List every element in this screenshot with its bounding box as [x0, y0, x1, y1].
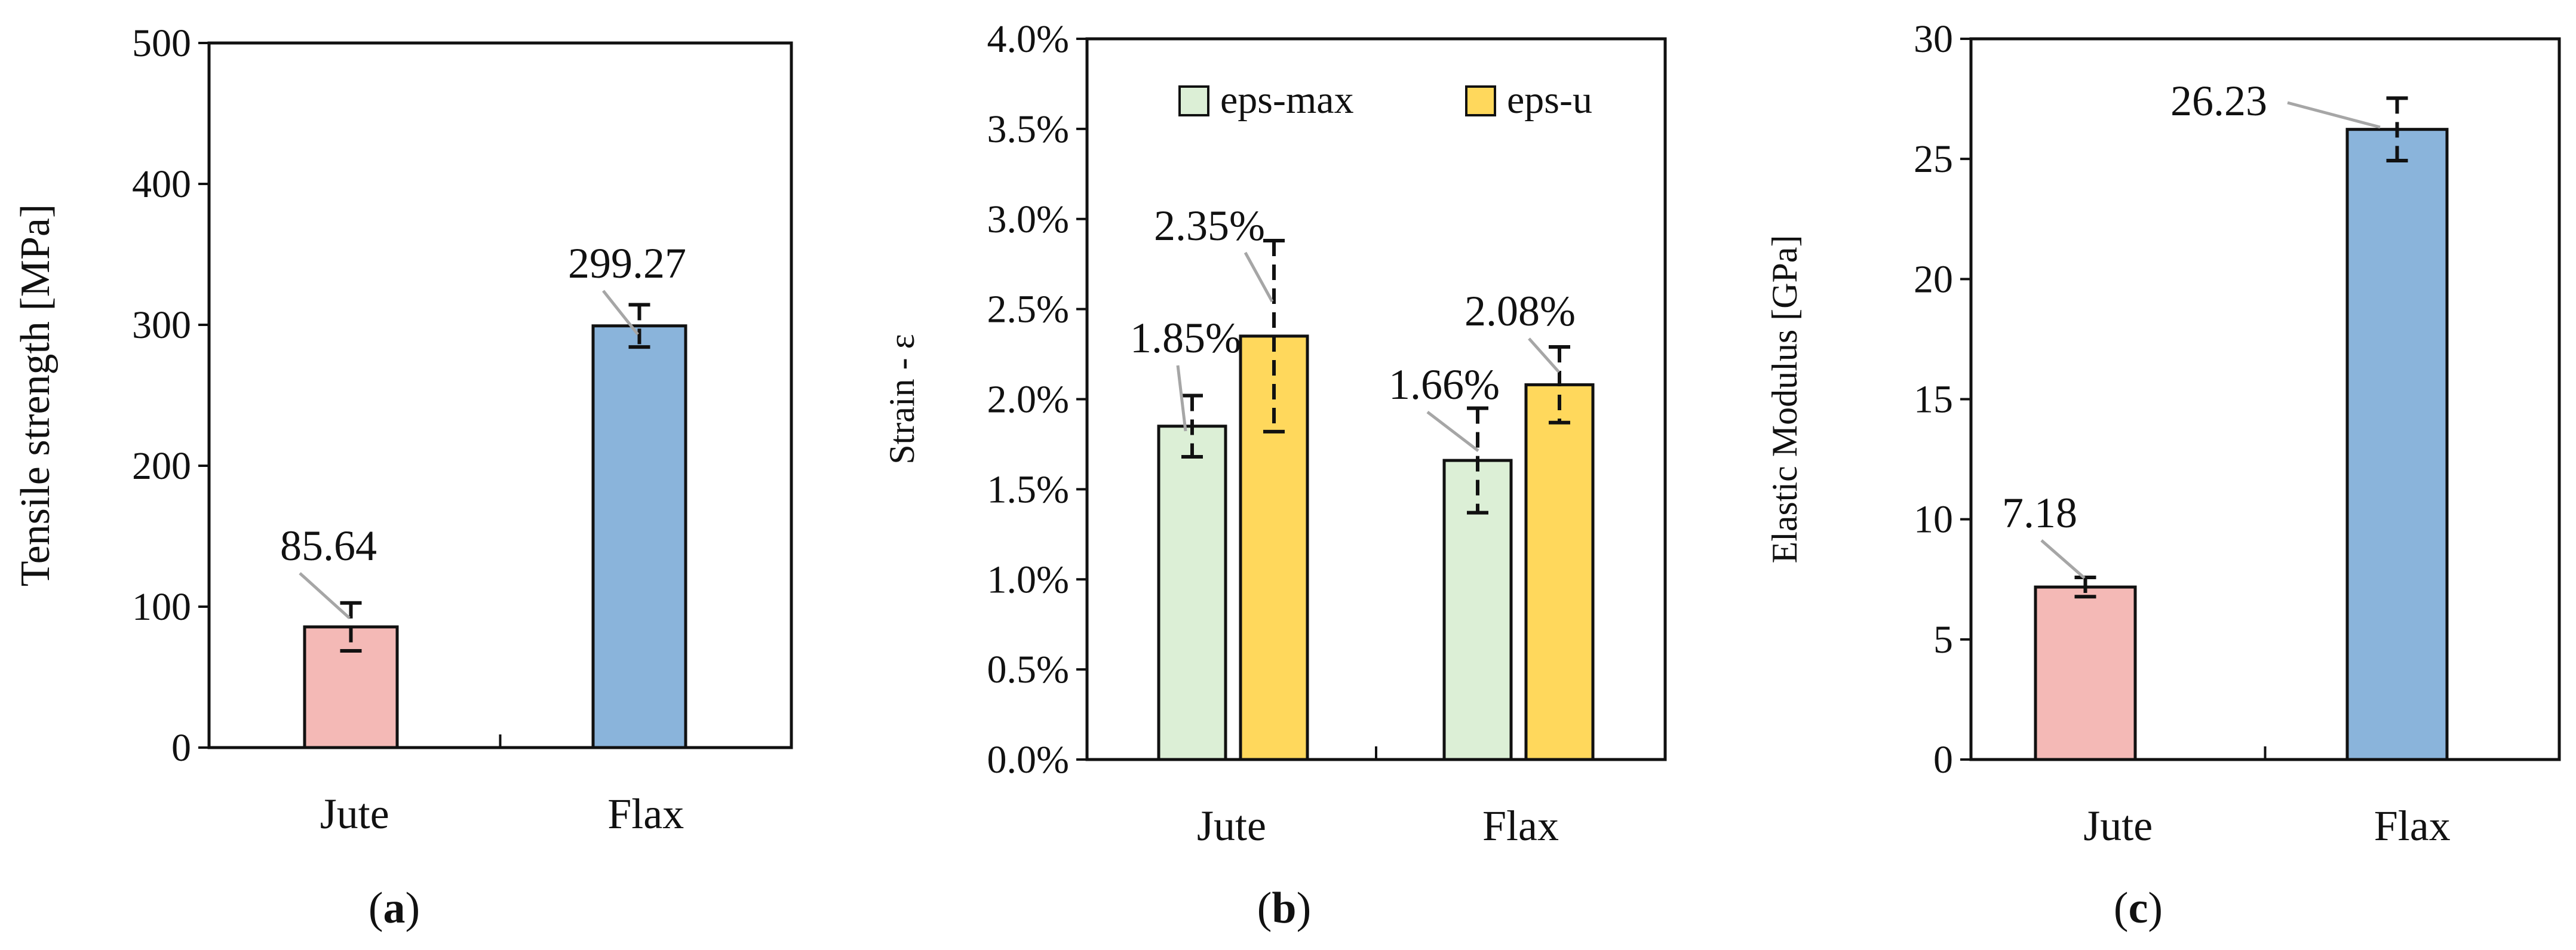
y-tick-label: 0 — [1933, 738, 1953, 782]
legend-label: eps-max — [1220, 78, 1354, 122]
chart-panel-c: 0 5 10 15 20 25 30 Jute Flax Elastic Modulus [GPa… — [1765, 17, 2561, 933]
chart-panel-b: 0.0% 0.5% 1.0% 1.5% 2.0% 2.5% 3.0% 3.5% 4.0% Jute… — [882, 17, 1667, 933]
y-axis-label: Elastic Modulus [GPa] — [1765, 235, 1804, 564]
x-category-label: Jute — [2083, 802, 2153, 850]
panel-caption: (c) — [2114, 884, 2163, 933]
y-tick-label: 300 — [132, 303, 191, 347]
y-tick-label: 25 — [1914, 137, 1953, 181]
y-tick-label: 5 — [1933, 618, 1953, 662]
panel-caption-open: ( — [2114, 884, 2129, 933]
bar — [2345, 128, 2449, 761]
data-label-leader — [1426, 411, 1479, 452]
y-tick-label: 10 — [1914, 498, 1953, 542]
data-label-leader — [2040, 539, 2086, 579]
y-axis-label: Strain - ε — [882, 334, 922, 465]
data-label: 26.23 — [2170, 77, 2267, 125]
legend-swatch — [1465, 85, 1496, 116]
bar — [2034, 585, 2137, 761]
data-label-leader — [1528, 337, 1560, 373]
panel-caption: (a) — [369, 884, 420, 933]
panel-caption-open: ( — [1257, 884, 1272, 933]
bar — [1157, 425, 1227, 761]
y-tick-label: 400 — [132, 162, 191, 206]
data-label-leader — [1176, 365, 1187, 432]
y-tick-label: 20 — [1914, 257, 1953, 301]
data-label: 1.85% — [1130, 314, 1241, 362]
data-label: 299.27 — [568, 239, 686, 287]
panel-caption-letter: b — [1272, 884, 1296, 933]
y-tick-label: 3.5% — [987, 107, 1069, 151]
bar — [591, 324, 687, 749]
y-tick-label: 2.5% — [987, 288, 1069, 331]
panel-caption-open: ( — [369, 884, 383, 933]
y-tick-label: 0 — [171, 726, 191, 770]
y-tick-label: 0.5% — [987, 648, 1069, 691]
panel-caption-close: ) — [406, 884, 420, 933]
chart-panel-a: 0 100 200 300 400 500 Jute Flax Tensile strength… — [13, 21, 793, 933]
legend-swatch — [1178, 85, 1209, 116]
y-tick-label: 2.0% — [987, 378, 1069, 422]
panel-caption: (b) — [1257, 884, 1311, 933]
bar — [1239, 334, 1309, 761]
data-label-leader — [2287, 101, 2381, 129]
x-category-label: Flax — [1482, 802, 1559, 850]
y-axis-label: Tensile strength [MPa] — [13, 204, 59, 587]
panel-caption-close: ) — [1297, 884, 1312, 933]
y-tick-label: 200 — [132, 444, 191, 488]
panel-caption-close: ) — [2148, 884, 2163, 933]
x-category-label: Jute — [320, 790, 389, 838]
legend-label: eps-u — [1507, 78, 1592, 122]
panel-caption-letter: a — [383, 884, 406, 933]
data-label-leader — [299, 572, 351, 619]
data-label-leader — [602, 290, 639, 336]
y-tick-label: 15 — [1914, 378, 1953, 422]
data-label: 85.64 — [280, 522, 377, 570]
panel-caption-letter: c — [2129, 884, 2148, 933]
data-label: 2.35% — [1154, 202, 1265, 250]
y-tick-label: 4.0% — [987, 17, 1069, 61]
y-tick-label: 30 — [1914, 17, 1953, 61]
plot-frame — [207, 41, 793, 749]
bar — [303, 625, 399, 749]
bar — [1524, 383, 1595, 761]
y-tick-label: 1.5% — [987, 468, 1069, 511]
x-category-label: Flax — [607, 790, 684, 838]
y-tick-label: 0.0% — [987, 738, 1069, 782]
data-label: 1.66% — [1389, 361, 1500, 408]
data-label: 2.08% — [1464, 287, 1576, 335]
y-tick-label: 500 — [132, 21, 191, 65]
x-category-label: Flax — [2374, 802, 2451, 850]
y-tick-label: 3.0% — [987, 198, 1069, 241]
x-category-label: Jute — [1197, 802, 1266, 850]
y-tick-label: 100 — [132, 585, 191, 629]
data-label: 7.18 — [2002, 489, 2077, 537]
data-label-leader — [1244, 251, 1274, 303]
y-tick-label: 1.0% — [987, 558, 1069, 601]
